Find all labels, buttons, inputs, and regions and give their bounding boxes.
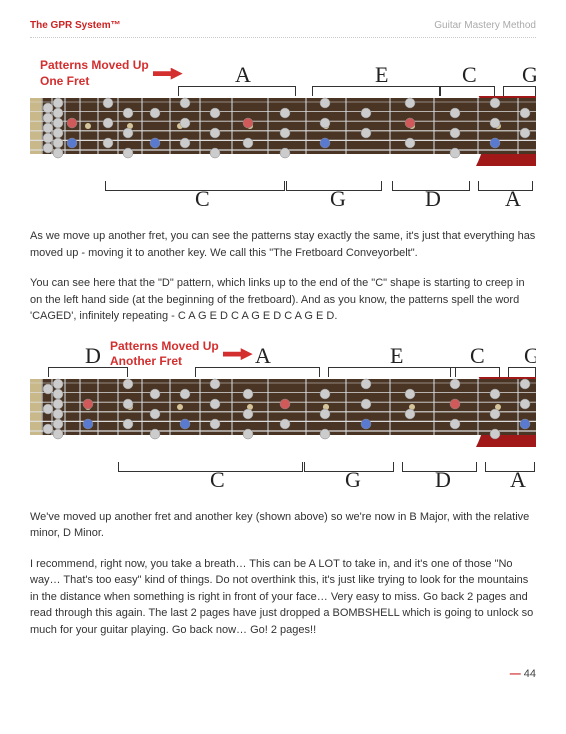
- paragraph-2: You can see here that the "D" pattern, w…: [30, 275, 536, 325]
- callout-label: Patterns Moved UpOne Fret: [40, 58, 183, 89]
- bracket-top: [450, 367, 500, 377]
- page: The GPR System™ Guitar Mastery Method Pa…: [0, 0, 566, 700]
- arrow-right-icon: [153, 68, 183, 80]
- pattern-label-top: A: [255, 343, 271, 369]
- bracket-top: [503, 86, 536, 96]
- page-number: 44: [524, 668, 536, 680]
- pattern-label-top: C: [462, 62, 477, 88]
- paragraph-3: We've moved up another fret and another …: [30, 509, 536, 542]
- pattern-label-bottom: D: [435, 467, 451, 489]
- pattern-label-bottom: A: [510, 467, 526, 489]
- pattern-label-top: G: [524, 343, 536, 369]
- header-title-left: The GPR System™: [30, 20, 121, 31]
- fretboard-diagram-2: Patterns Moved UpAnother Fret D A E C G C G D A: [30, 339, 536, 489]
- pattern-label-bottom: C: [195, 186, 210, 208]
- bracket-top: [508, 367, 536, 377]
- arrow-right-icon: [223, 348, 253, 360]
- bracket-top: [328, 367, 456, 377]
- header-title-right: Guitar Mastery Method: [434, 20, 536, 31]
- pattern-label-top: C: [470, 343, 485, 369]
- pattern-label-top: A: [235, 62, 251, 88]
- callout-label: Patterns Moved UpAnother Fret: [110, 339, 253, 370]
- pattern-label-top: G: [522, 62, 536, 88]
- bracket-top: [440, 86, 495, 96]
- paragraph-1: As we move up another fret, you can see …: [30, 228, 536, 261]
- pattern-label-top: E: [375, 62, 388, 88]
- page-header: The GPR System™ Guitar Mastery Method: [30, 20, 536, 38]
- pattern-label-top: E: [390, 343, 403, 369]
- paragraph-4: I recommend, right now, you take a breat…: [30, 556, 536, 639]
- footer-dash: —: [510, 668, 521, 680]
- pattern-label-bottom: D: [425, 186, 441, 208]
- pattern-label-bottom: G: [330, 186, 346, 208]
- pattern-label-bottom: G: [345, 467, 361, 489]
- fretboard-diagram-1: Patterns Moved UpOne Fret A E C G C G D A: [30, 58, 536, 208]
- page-footer: — 44: [30, 668, 536, 680]
- fretboard-neck: [30, 377, 536, 457]
- pattern-label-bottom: C: [210, 467, 225, 489]
- pattern-label-bottom: A: [505, 186, 521, 208]
- bracket-top: [312, 86, 440, 96]
- bracket-top: [48, 367, 128, 377]
- bracket-top: [178, 86, 296, 96]
- fretboard-neck: [30, 96, 536, 176]
- pattern-label-top: D: [85, 343, 101, 369]
- bracket-top: [195, 367, 320, 377]
